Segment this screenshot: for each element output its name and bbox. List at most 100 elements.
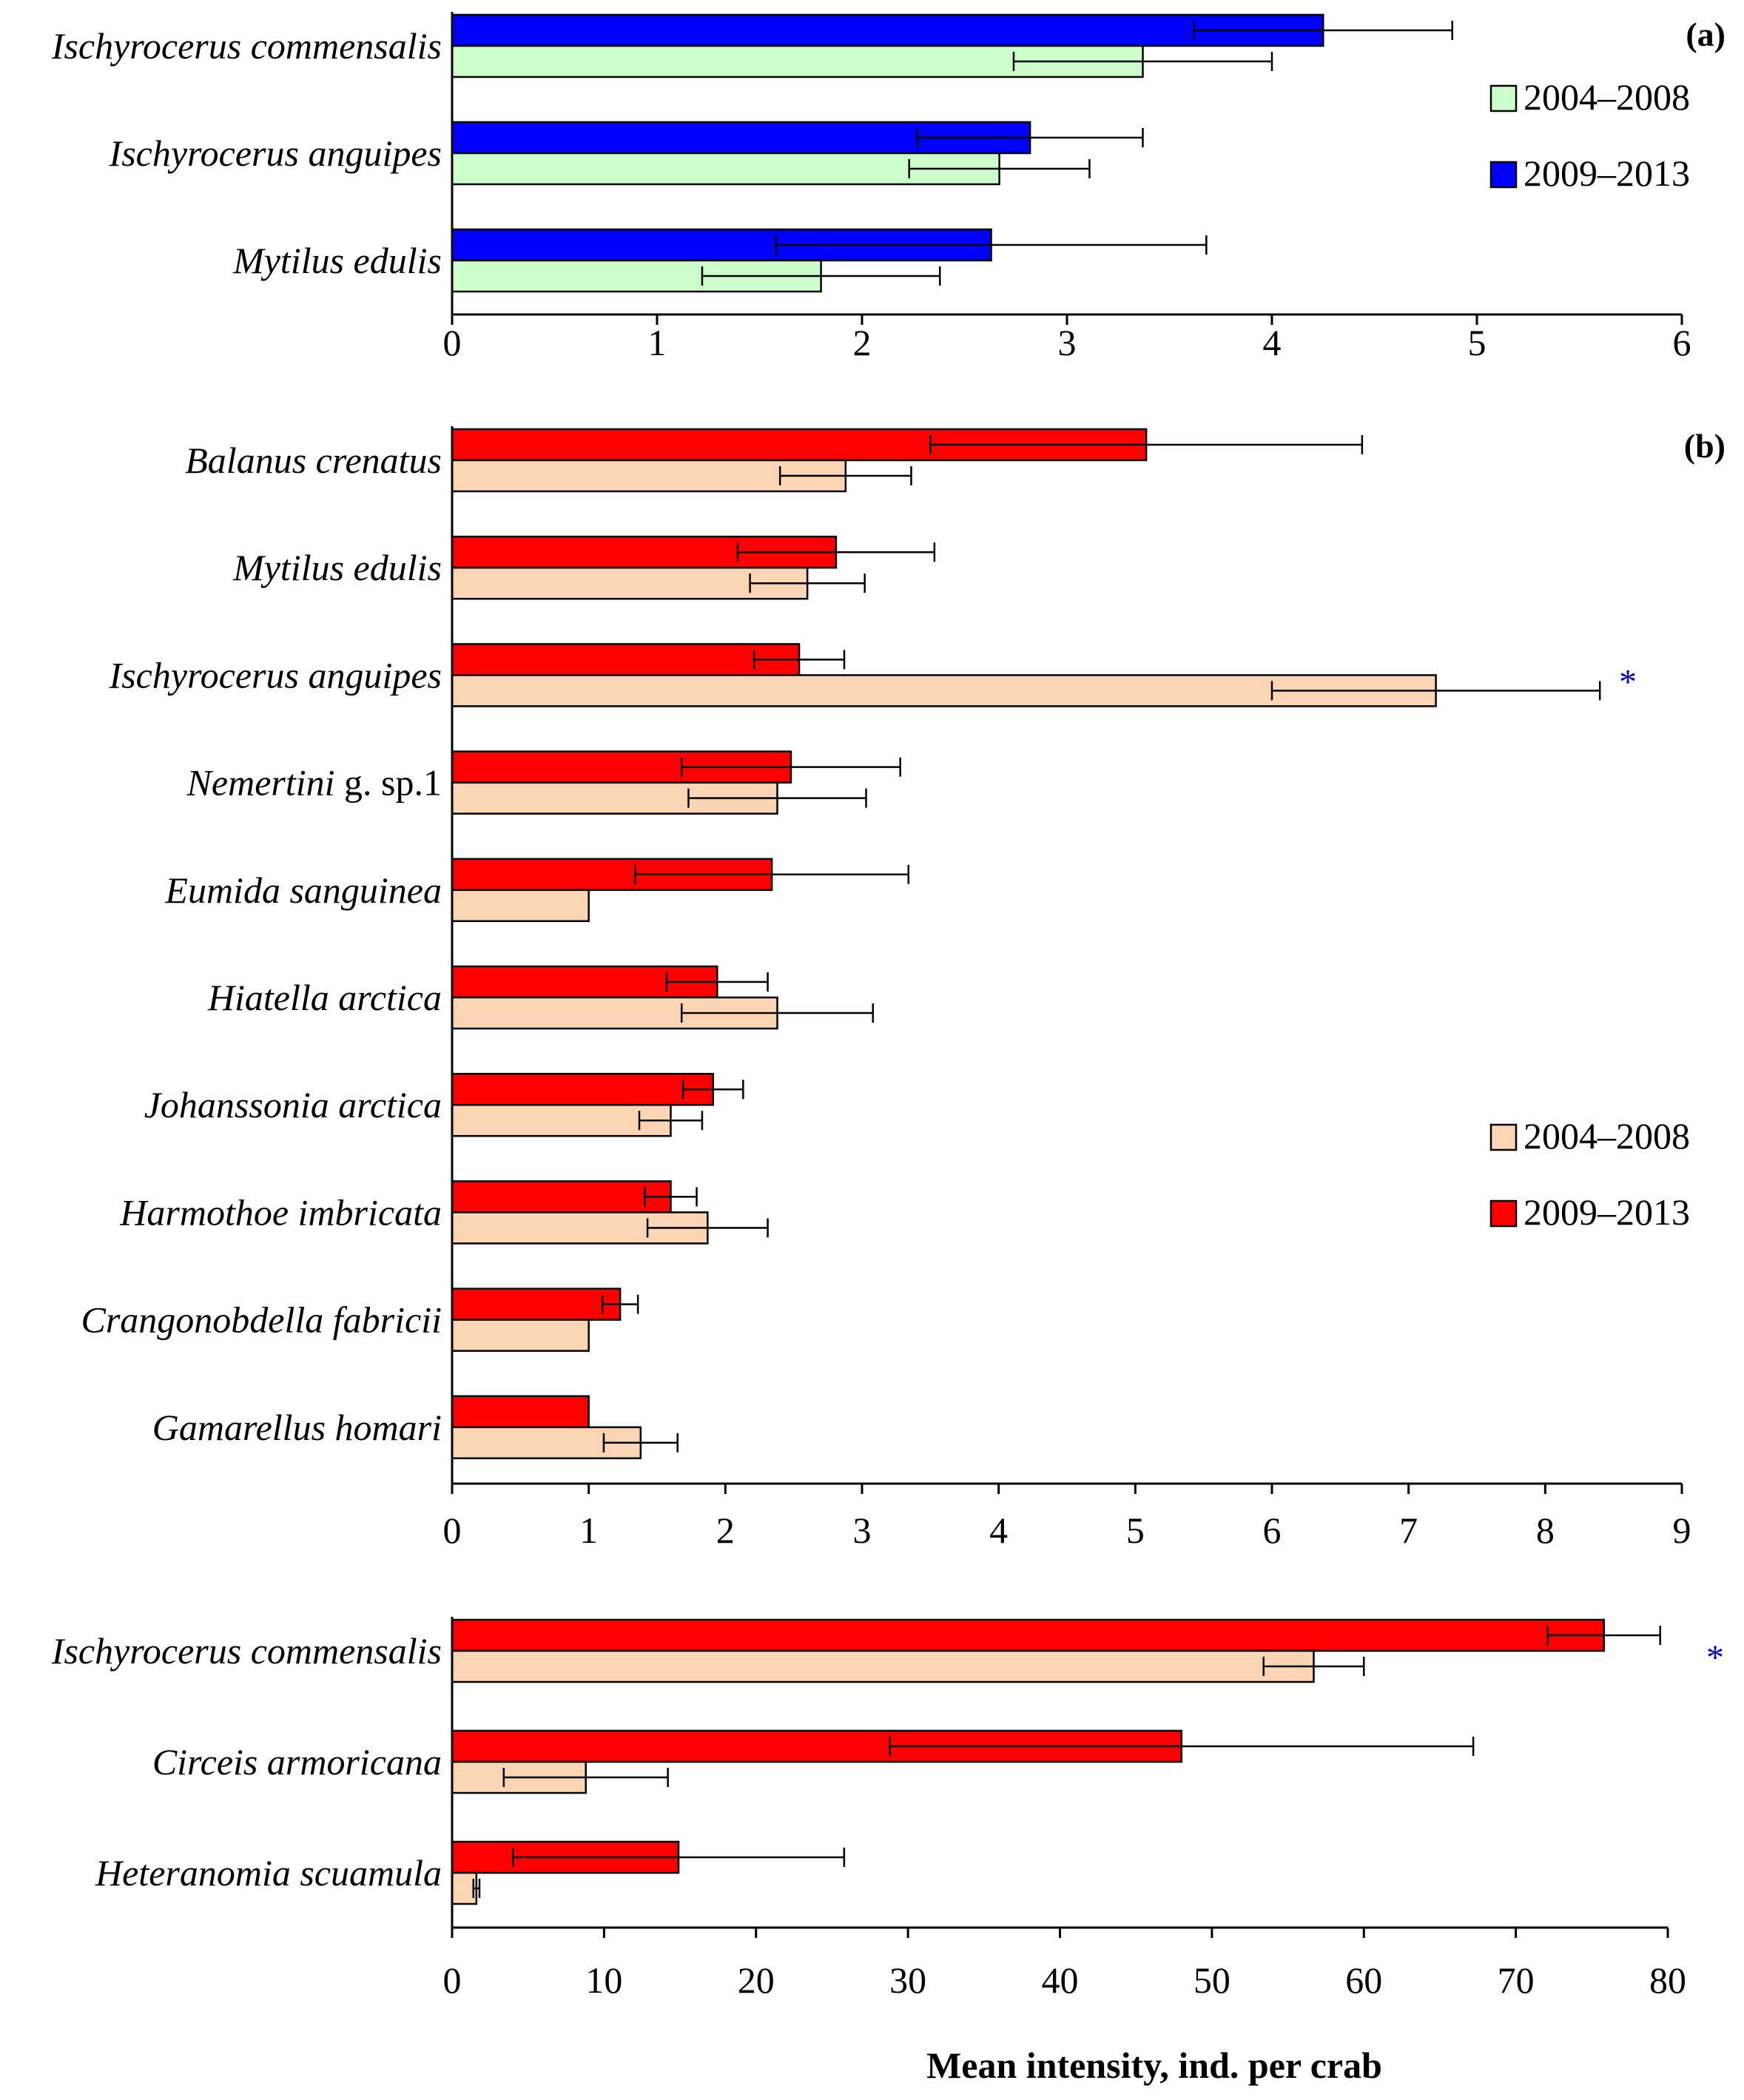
error-bar-b-nemertini-g-sp-1-2009-2013 [680, 757, 901, 777]
error-bar-a-ischyrocerus-anguipes-2004-2008 [908, 159, 1091, 178]
error-bar-b-harmothoe-imbricata-2009-2013 [644, 1187, 698, 1207]
bar-b-johanssonia-arctica-2004-2008 [451, 1103, 672, 1137]
legend-swatch [1489, 161, 1518, 189]
error-bar-c-heteranomia-scuamula-2009-2013 [511, 1848, 846, 1867]
tick-label: 5 [1468, 322, 1487, 363]
error-bar-b-harmothoe-imbricata-2004-2008 [646, 1218, 769, 1238]
bar-b-johanssonia-arctica-2009-2013 [451, 1072, 714, 1106]
tick-label: 4 [1263, 322, 1282, 363]
tick-label: 3 [853, 1510, 872, 1551]
tick-label: 1 [579, 1510, 598, 1551]
panel-label: (a) [1686, 16, 1726, 53]
bar-b-mytilus-edulis-2004-2008 [451, 566, 809, 600]
category-label: Ischyrocerus anguipes [109, 132, 442, 174]
significance-marker: * [1619, 662, 1637, 701]
tick-label: 4 [989, 1510, 1008, 1551]
tick-label: 1 [648, 322, 667, 363]
tick-label: 20 [738, 1959, 775, 2001]
tick-label: 5 [1126, 1510, 1145, 1551]
tick-label: 60 [1345, 1959, 1382, 2001]
error-bar-c-heteranomia-scuamula-2004-2008 [472, 1879, 481, 1898]
category-label: Ischyrocerus commensalis [51, 25, 442, 67]
error-bar-b-gamarellus-homari-2004-2008 [602, 1433, 679, 1453]
axis-b [451, 426, 1683, 1494]
category-label: Gamarellus homari [152, 1407, 442, 1448]
error-bar-a-ischyrocerus-commensalis-2004-2008 [1012, 52, 1273, 71]
tick-label: 0 [443, 1510, 462, 1551]
bar-c-ischyrocerus-commensalis-2009-2013 [451, 1618, 1605, 1652]
legend-label: 2009–2013 [1524, 1191, 1690, 1233]
tick-label: 30 [889, 1959, 926, 2001]
tick-label: 3 [1058, 322, 1077, 363]
category-label: Johanssonia arctica [144, 1084, 442, 1125]
tick-label: 0 [443, 1959, 462, 2001]
error-bar-b-johanssonia-arctica-2009-2013 [681, 1080, 744, 1100]
bar-b-harmothoe-imbricata-2009-2013 [451, 1180, 672, 1214]
category-label: Heteranomia scuamula [95, 1852, 442, 1894]
category-label: Nemertini g. sp.1 [186, 762, 442, 804]
tick-label: 50 [1193, 1959, 1230, 2001]
bar-b-eumida-sanguinea-2004-2008 [451, 889, 590, 923]
category-label: Mytilus edulis [232, 547, 442, 588]
tick-label: 0 [443, 322, 462, 363]
error-bar-b-nemertini-g-sp-1-2004-2008 [687, 788, 867, 808]
bar-b-crangonobdella-fabricii-2004-2008 [451, 1319, 590, 1352]
tick-label: 7 [1399, 1510, 1418, 1551]
legend-b: 2004–2008 2009–2013 [1489, 1115, 1690, 1233]
tick-label: 80 [1649, 1959, 1686, 2001]
error-bar-b-balanus-crenatus-2009-2013 [929, 435, 1364, 454]
error-bar-b-balanus-crenatus-2004-2008 [778, 466, 912, 485]
category-label: Harmothoe imbricata [119, 1191, 442, 1233]
bar-b-gamarellus-homari-2009-2013 [451, 1395, 590, 1429]
tick-label: 2 [716, 1510, 735, 1551]
error-bar-c-ischyrocerus-commensalis-2004-2008 [1262, 1657, 1365, 1676]
error-bar-b-hiatella-arctica-2004-2008 [680, 1003, 875, 1023]
error-bar-b-ischyrocerus-anguipes-2009-2013 [753, 650, 846, 670]
bar-c-ischyrocerus-commensalis-2004-2008 [451, 1649, 1315, 1683]
panel-c: Ischyrocerus commensalis * Circeis armoric… [51, 1617, 1724, 2001]
tick-label: 2 [853, 322, 872, 363]
error-bar-b-crangonobdella-fabricii-2009-2013 [601, 1294, 639, 1314]
error-bar-b-mytilus-edulis-2009-2013 [736, 542, 936, 562]
legend-label: 2009–2013 [1524, 152, 1690, 194]
error-bar-c-ischyrocerus-commensalis-2009-2013 [1546, 1626, 1661, 1645]
error-bar-b-johanssonia-arctica-2004-2008 [638, 1111, 704, 1131]
category-label: Ischyrocerus anguipes [109, 654, 442, 696]
error-bar-a-mytilus-edulis-2009-2013 [775, 235, 1208, 255]
tick-label: 10 [585, 1959, 622, 2001]
error-bar-b-mytilus-edulis-2004-2008 [749, 573, 866, 593]
panel-a: Ischyrocerus commensalis Ischyrocerus ang… [51, 12, 1726, 363]
category-label: Balanus crenatus [185, 440, 442, 481]
category-label: Eumida sanguinea [164, 869, 442, 911]
error-bar-c-circeis-armoricana-2004-2008 [502, 1768, 669, 1787]
panel-label: (b) [1684, 427, 1726, 465]
tick-label: 40 [1042, 1959, 1079, 2001]
bar-b-crangonobdella-fabricii-2009-2013 [451, 1288, 622, 1321]
legend-label: 2004–2008 [1524, 1115, 1690, 1157]
tick-label: 8 [1536, 1510, 1555, 1551]
error-bar-b-ischyrocerus-anguipes-2004-2008 [1270, 681, 1601, 701]
category-label: Crangonobdella fabricii [81, 1299, 442, 1341]
bar-b-ischyrocerus-anguipes-2009-2013 [451, 643, 801, 676]
tick-label: 6 [1263, 1510, 1282, 1551]
legend-swatch [1489, 1199, 1518, 1228]
axis-a [451, 12, 1683, 325]
legend-a: 2004–2008 2009–2013 [1489, 76, 1690, 194]
category-label: Ischyrocerus commensalis [51, 1630, 442, 1672]
axis-c [451, 1617, 1669, 1938]
panel-b: Balanus crenatus Mytilus edulis Ischyrocer… [81, 426, 1726, 1551]
category-label: Mytilus edulis [232, 240, 442, 281]
legend-swatch [1489, 1123, 1518, 1151]
category-label: Hiatella arctica [207, 977, 442, 1018]
error-bar-a-ischyrocerus-anguipes-2009-2013 [916, 128, 1144, 147]
x-axis-label: Mean intensity, ind. per crab [926, 2045, 1382, 2086]
error-bar-c-circeis-armoricana-2009-2013 [889, 1737, 1475, 1756]
tick-label: 9 [1673, 1510, 1691, 1551]
legend-swatch [1489, 84, 1518, 112]
error-bar-a-mytilus-edulis-2004-2008 [701, 266, 941, 286]
tick-label: 6 [1673, 322, 1691, 363]
error-bar-b-hiatella-arctica-2009-2013 [665, 972, 769, 992]
legend-label: 2004–2008 [1524, 76, 1690, 118]
significance-marker: * [1706, 1638, 1724, 1677]
tick-label: 70 [1498, 1959, 1535, 2001]
